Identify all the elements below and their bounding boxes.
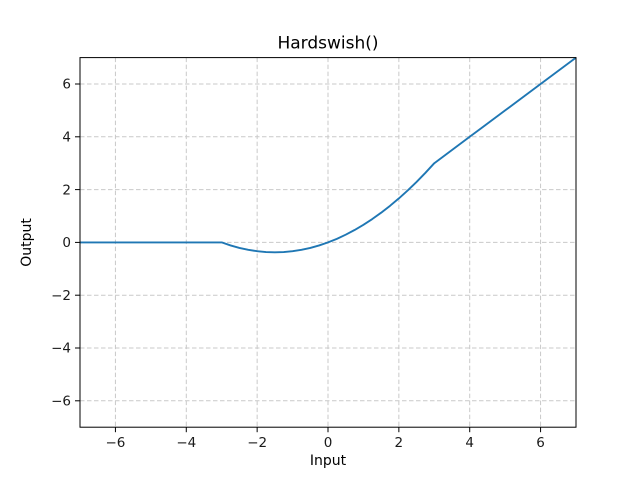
y-tick-label: −4 — [51, 341, 71, 357]
hardswish-curve — [80, 56, 577, 254]
x-tick-label: −4 — [176, 435, 196, 451]
curve-layer — [80, 56, 577, 254]
y-tick-label: 0 — [62, 235, 71, 251]
y-axis-label: Output — [19, 218, 35, 267]
y-tick-label: 4 — [62, 130, 71, 146]
y-tick-label: 2 — [62, 182, 71, 198]
y-tick-label: −2 — [51, 288, 71, 304]
chart-title: Hardswish() — [277, 34, 378, 54]
x-tick-label: 4 — [465, 435, 474, 451]
x-tick-label: 2 — [395, 435, 404, 451]
tick-layer — [75, 83, 542, 433]
y-tick-label: −6 — [51, 394, 71, 410]
x-axis-label: Input — [310, 453, 347, 469]
y-tick-label: 6 — [62, 77, 71, 93]
x-tick-label: −2 — [247, 435, 267, 451]
x-tick-label: 0 — [324, 435, 333, 451]
x-tick-label: 6 — [536, 435, 545, 451]
x-tick-label: −6 — [105, 435, 125, 451]
tick-label-layer: −6 −4 −2 0 2 4 6 −6 −4 −2 0 2 4 6 — [51, 77, 545, 452]
